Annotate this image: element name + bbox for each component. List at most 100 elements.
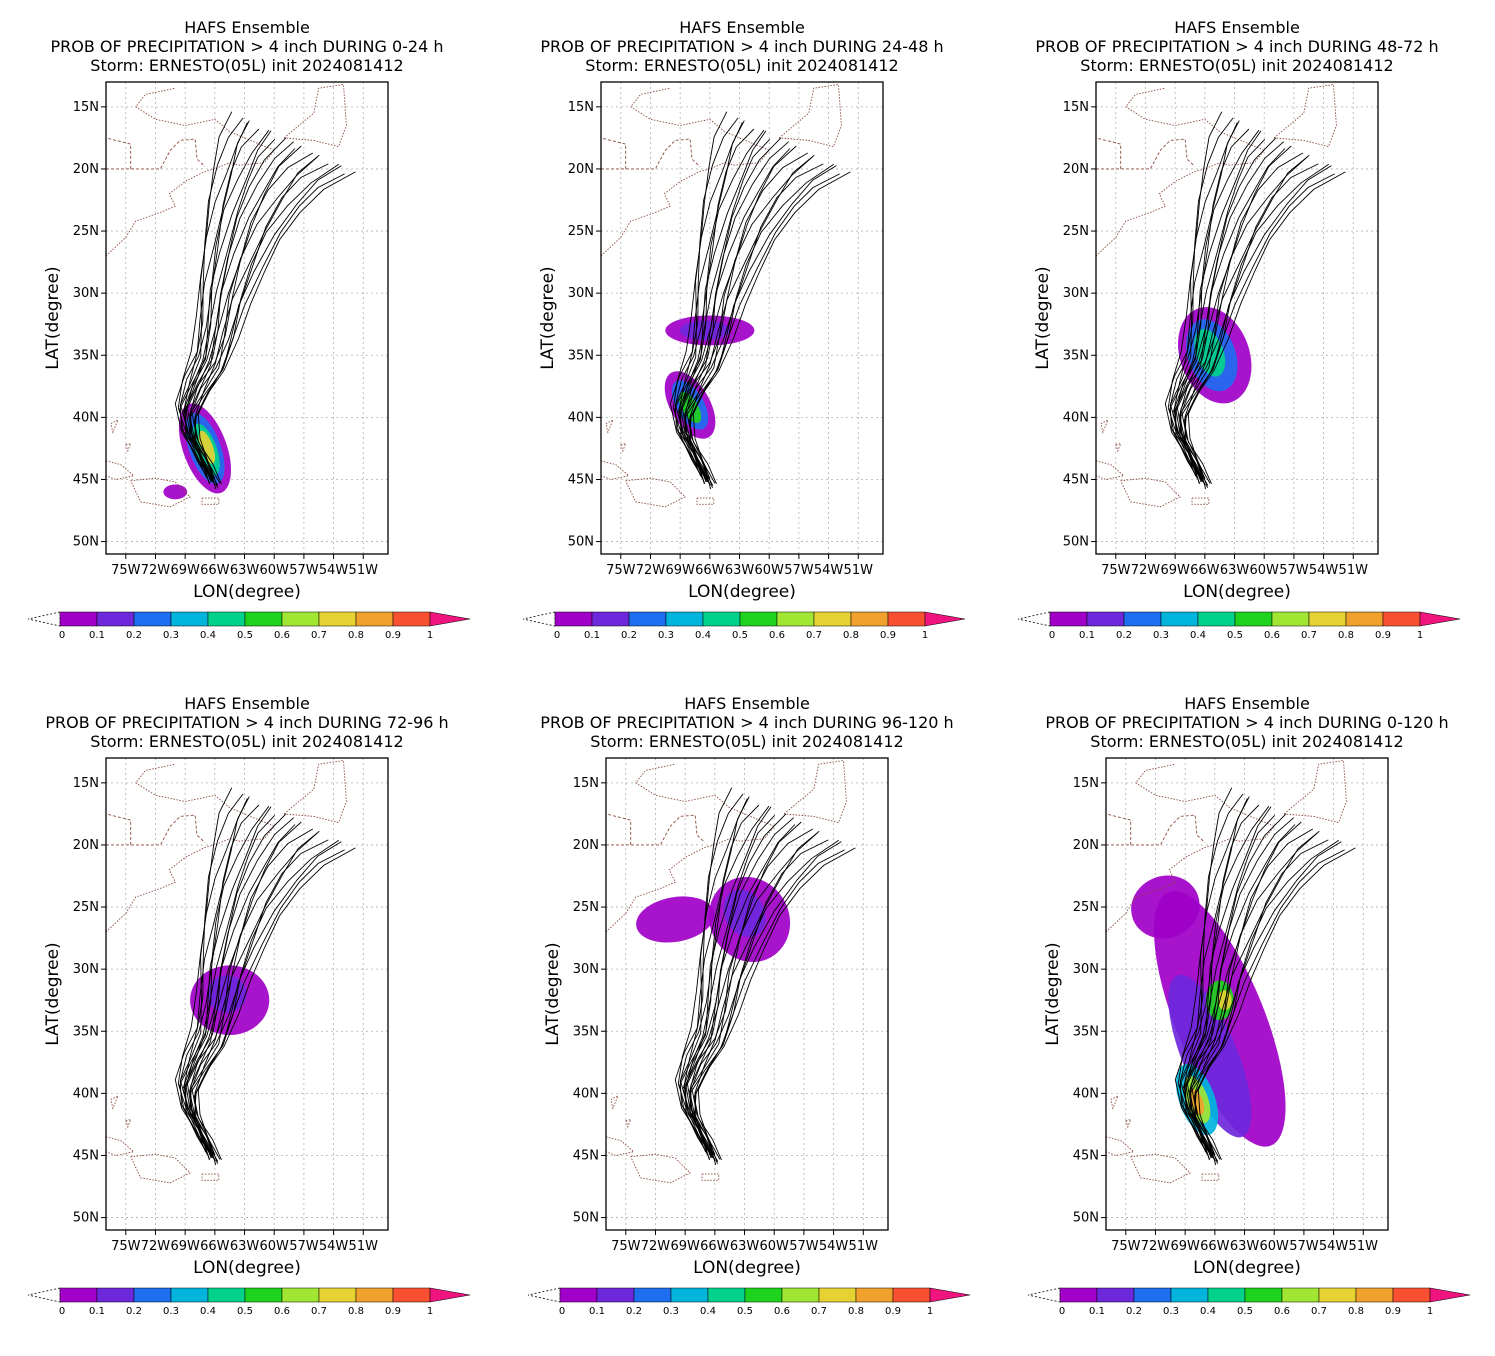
colorbar-tick-label: 0.8 bbox=[1348, 1306, 1364, 1317]
ensemble-track bbox=[180, 128, 260, 483]
lat-tick-label: 25N bbox=[73, 224, 99, 239]
lat-tick-label: 15N bbox=[1073, 776, 1099, 791]
ensemble-track bbox=[1169, 129, 1260, 479]
coastline bbox=[1283, 759, 1347, 824]
lon-tick-label: 60W bbox=[1250, 563, 1280, 578]
colorbar-tick-label: 0.7 bbox=[311, 630, 327, 641]
colorbar-under-arrow bbox=[522, 611, 556, 627]
ensemble-track bbox=[1174, 793, 1244, 1156]
lat-tick-label: 50N bbox=[568, 535, 594, 550]
political-border bbox=[601, 137, 627, 169]
map-frame bbox=[600, 81, 884, 555]
coastline bbox=[283, 759, 347, 824]
ensemble-track bbox=[1197, 849, 1345, 1166]
colorbar-segment bbox=[707, 1287, 746, 1303]
colorbar-tick-label: 1 bbox=[427, 630, 433, 641]
ensemble-track bbox=[688, 171, 851, 485]
colorbar-segment bbox=[1318, 1287, 1357, 1303]
lat-tick-label: 20N bbox=[1073, 838, 1099, 853]
colorbar-segment bbox=[850, 611, 889, 627]
lat-tick-label: 35N bbox=[573, 1024, 599, 1039]
coastline bbox=[125, 442, 132, 453]
colorbar-segment bbox=[1308, 611, 1347, 627]
lon-tick-label: 57W bbox=[289, 563, 319, 578]
coastline bbox=[1106, 1136, 1135, 1156]
lat-tick-label: 35N bbox=[1073, 1024, 1099, 1039]
colorbar-segment bbox=[1392, 1287, 1431, 1303]
colorbar-segment bbox=[1049, 611, 1088, 627]
colorbar-tick-label: 0.2 bbox=[1116, 630, 1132, 641]
lon-tick-label: 75W bbox=[611, 1239, 641, 1254]
coastline bbox=[625, 1118, 632, 1129]
colorbar-tick-label: 0.5 bbox=[732, 630, 748, 641]
ensemble-track bbox=[678, 120, 745, 477]
colorbar-segment bbox=[1355, 1287, 1394, 1303]
colorbar-under-arrow bbox=[527, 1287, 561, 1303]
colorbar-segment bbox=[133, 611, 172, 627]
colorbar-segment bbox=[244, 1287, 283, 1303]
colorbar-tick-label: 0.8 bbox=[348, 630, 364, 641]
colorbar-segment bbox=[1170, 1287, 1209, 1303]
ensemble-track bbox=[183, 796, 250, 1153]
colorbar-tick-label: 0.4 bbox=[700, 1306, 716, 1317]
colorbar-segment bbox=[392, 611, 431, 627]
map-area bbox=[1096, 82, 1378, 554]
colorbar-tick-label: 0.9 bbox=[880, 630, 896, 641]
precip-probability-area bbox=[1131, 875, 1200, 939]
lat-tick-label: 20N bbox=[73, 838, 99, 853]
coastline bbox=[106, 460, 135, 480]
map-frame bbox=[105, 757, 389, 1231]
colorbar-segment bbox=[665, 611, 704, 627]
x-axis-label: LON(degree) bbox=[1193, 1258, 1301, 1278]
colorbar-segment bbox=[887, 611, 926, 627]
colorbar-tick-label: 0.8 bbox=[843, 630, 859, 641]
colorbar-tick-label: 0.2 bbox=[1126, 1306, 1142, 1317]
colorbar-tick-label: 0.3 bbox=[1163, 1306, 1179, 1317]
ensemble-track bbox=[694, 830, 820, 1159]
colorbar-segment bbox=[1123, 611, 1162, 627]
lon-tick-label: 54W bbox=[319, 1239, 349, 1254]
ensemble-track bbox=[174, 793, 244, 1156]
panel-title-storm: Storm: ERNESTO(05L) init 2024081412 bbox=[585, 56, 898, 75]
colorbar-segment bbox=[633, 1287, 672, 1303]
lat-tick-label: 25N bbox=[568, 224, 594, 239]
colorbar-segment bbox=[855, 1287, 894, 1303]
colorbar-tick-label: 0.6 bbox=[774, 1306, 790, 1317]
colorbar-tick-label: 0.4 bbox=[695, 630, 711, 641]
ensemble-track bbox=[1183, 796, 1250, 1153]
lon-tick-label: 75W bbox=[111, 563, 141, 578]
ensemble-track bbox=[1193, 841, 1342, 1162]
ensemble-track bbox=[674, 793, 744, 1156]
lon-tick-label: 51W bbox=[349, 1239, 379, 1254]
coastline bbox=[201, 1173, 220, 1181]
lat-tick-label: 35N bbox=[568, 348, 594, 363]
lon-tick-label: 63W bbox=[1230, 1239, 1260, 1254]
colorbar-segment bbox=[1345, 611, 1384, 627]
colorbar-segment bbox=[670, 1287, 709, 1303]
ensemble-track bbox=[684, 156, 814, 484]
ensemble-track bbox=[1180, 804, 1260, 1159]
colorbar-tick-label: 0.9 bbox=[385, 1306, 401, 1317]
colorbar-tick-label: 0 bbox=[1049, 630, 1055, 641]
colorbar-tick-label: 0.3 bbox=[1153, 630, 1169, 641]
panel-title-model: HAFS Ensemble bbox=[679, 18, 805, 37]
colorbar-tick-label: 0.2 bbox=[626, 1306, 642, 1317]
colorbar-segment bbox=[59, 1287, 98, 1303]
lat-tick-label: 25N bbox=[573, 900, 599, 915]
lon-tick-label: 57W bbox=[1289, 1239, 1319, 1254]
lat-tick-label: 50N bbox=[573, 1211, 599, 1226]
lon-tick-label: 69W bbox=[670, 1239, 700, 1254]
political-border bbox=[106, 137, 132, 169]
x-axis-label: LON(degree) bbox=[693, 1258, 801, 1278]
ensemble-track bbox=[690, 824, 796, 1161]
lat-tick-label: 45N bbox=[568, 472, 594, 487]
colorbar-tick-label: 0.6 bbox=[274, 1306, 290, 1317]
panel-title-model: HAFS Ensemble bbox=[184, 18, 310, 37]
ensemble-track bbox=[193, 171, 356, 485]
ensemble-track bbox=[1185, 828, 1314, 1162]
lat-tick-label: 45N bbox=[73, 1148, 99, 1163]
